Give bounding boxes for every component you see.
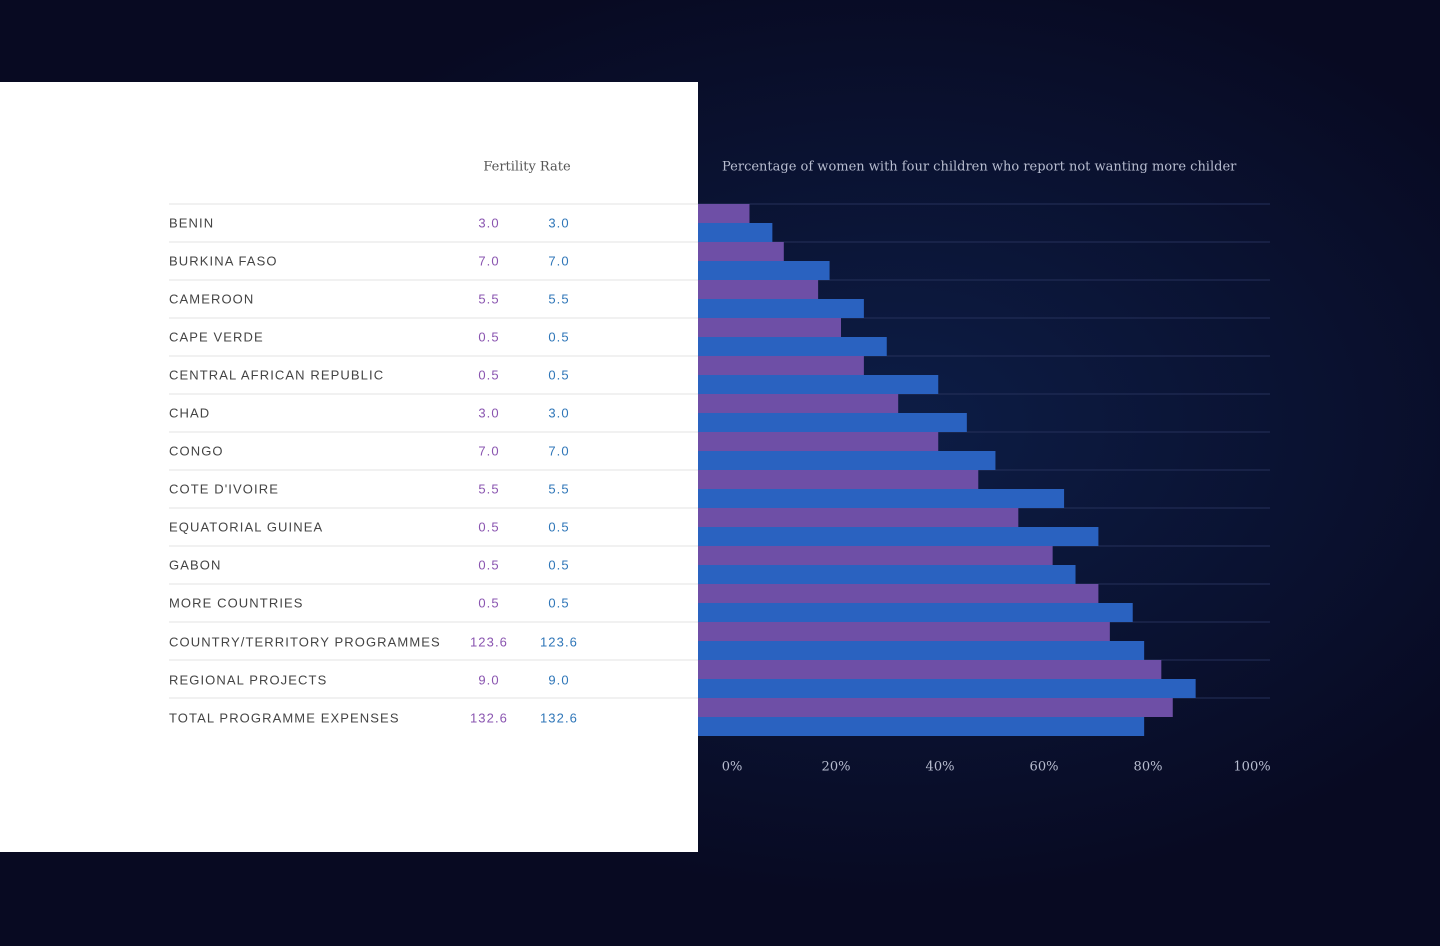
cell-value: 0.5: [548, 367, 569, 382]
row-label: BURKINA FASO: [169, 253, 278, 268]
cell-value: 0.5: [548, 329, 569, 344]
bar: [698, 280, 819, 299]
bar: [698, 546, 1053, 565]
cell-value: 0.5: [478, 519, 499, 534]
bar: [698, 641, 1145, 660]
bar: [698, 413, 967, 432]
bar: [698, 679, 1196, 698]
cell-value: 3.0: [478, 215, 499, 230]
x-tick-label: 100%: [1233, 760, 1270, 775]
bar: [698, 584, 1099, 603]
row-label: BENIN: [169, 215, 214, 230]
bar: [698, 261, 830, 280]
cell-value: 132.6: [470, 710, 508, 725]
row-label: CENTRAL AFRICAN REPUBLIC: [169, 367, 384, 382]
row-label: TOTAL PROGRAMME EXPENSES: [169, 710, 400, 725]
bar: [698, 394, 899, 413]
table-panel: [0, 82, 698, 852]
row-label: COUNTRY/TERRITORY PROGRAMMES: [169, 634, 441, 649]
cell-value: 3.0: [548, 215, 569, 230]
cell-value: 0.5: [548, 519, 569, 534]
cell-value: 132.6: [540, 710, 578, 725]
bar: [698, 508, 1019, 527]
cell-value: 0.5: [478, 595, 499, 610]
cell-value: 9.0: [478, 672, 499, 687]
bar: [698, 698, 1173, 717]
bar: [698, 470, 979, 489]
row-label: COTE D'IVOIRE: [169, 481, 279, 496]
bar: [698, 356, 864, 375]
bar: [698, 603, 1133, 622]
bar: [698, 565, 1076, 584]
bar: [698, 375, 939, 394]
bar: [698, 242, 784, 261]
cell-value: 7.0: [548, 443, 569, 458]
x-tick-label: 0%: [722, 760, 743, 775]
bar: [698, 318, 841, 337]
bar: [698, 489, 1065, 508]
row-label: CHAD: [169, 405, 210, 420]
cell-value: 3.0: [548, 405, 569, 420]
cell-value: 0.5: [478, 329, 499, 344]
cell-value: 5.5: [478, 481, 499, 496]
cell-value: 123.6: [470, 634, 508, 649]
cell-value: 123.6: [540, 634, 578, 649]
bar: [698, 204, 750, 223]
table-header: Fertility Rate: [483, 160, 571, 175]
cell-value: 0.5: [548, 557, 569, 572]
x-tick-label: 40%: [926, 760, 955, 775]
cell-value: 5.5: [478, 291, 499, 306]
row-label: CAMEROON: [169, 291, 254, 306]
x-tick-label: 60%: [1030, 760, 1059, 775]
x-tick-label: 20%: [822, 760, 851, 775]
cell-value: 0.5: [478, 367, 499, 382]
row-label: EQUATORIAL GUINEA: [169, 519, 323, 534]
row-label: MORE COUNTRIES: [169, 595, 304, 610]
cell-value: 0.5: [548, 595, 569, 610]
cell-value: 5.5: [548, 291, 569, 306]
bar: [698, 432, 939, 451]
bar: [698, 660, 1162, 679]
row-label: REGIONAL PROJECTS: [169, 672, 327, 687]
cell-value: 9.0: [548, 672, 569, 687]
cell-value: 3.0: [478, 405, 499, 420]
bar: [698, 527, 1099, 546]
cell-value: 5.5: [548, 481, 569, 496]
row-label: GABON: [169, 557, 221, 572]
bar: [698, 299, 864, 318]
cell-value: 7.0: [478, 253, 499, 268]
bar: [698, 717, 1145, 736]
bar: [698, 622, 1110, 641]
bar: [698, 337, 887, 356]
row-label: CONGO: [169, 443, 224, 458]
bar: [698, 223, 773, 242]
cell-value: 0.5: [478, 557, 499, 572]
row-label: CAPE VERDE: [169, 329, 264, 344]
chart-title: Percentage of women with four children w…: [722, 160, 1237, 175]
cell-value: 7.0: [548, 253, 569, 268]
cell-value: 7.0: [478, 443, 499, 458]
bar: [698, 451, 996, 470]
x-tick-label: 80%: [1134, 760, 1163, 775]
